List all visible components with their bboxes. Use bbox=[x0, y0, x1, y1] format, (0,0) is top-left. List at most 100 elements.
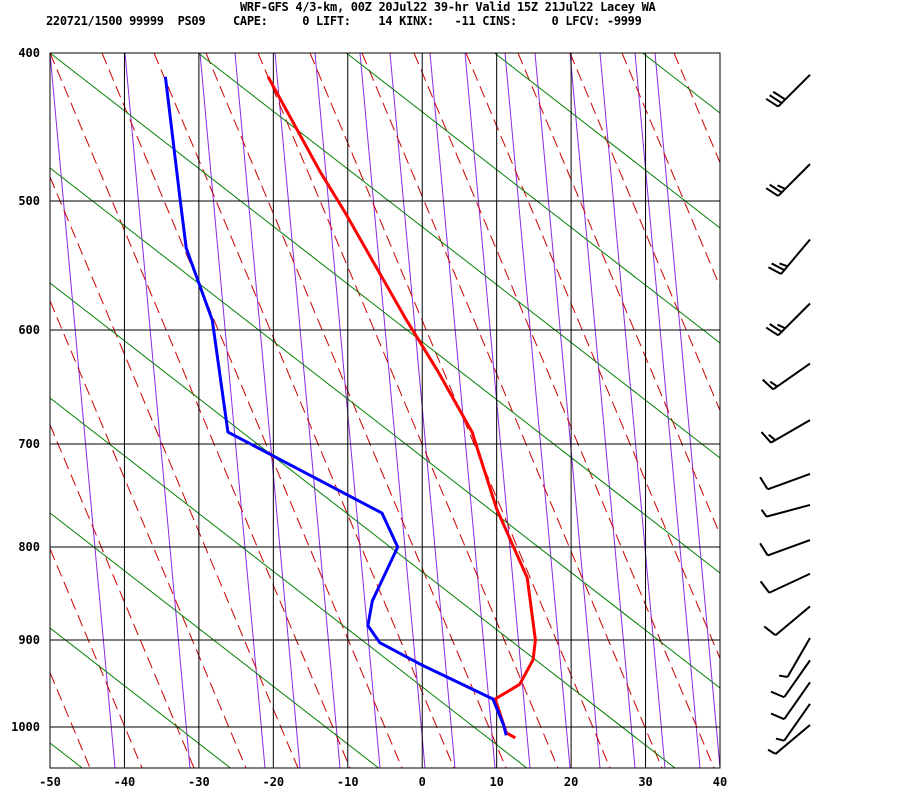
barb-full-feather bbox=[771, 262, 785, 272]
barb-full-feather bbox=[767, 266, 782, 275]
y-tick-label: 800 bbox=[18, 540, 40, 554]
dry-adiabat-line bbox=[49, 742, 83, 769]
dry-adiabat-line bbox=[346, 52, 721, 344]
wind-barb bbox=[765, 163, 811, 197]
barb-half-feather bbox=[775, 737, 785, 742]
wind-barb bbox=[759, 572, 811, 594]
moist-adiabat-line bbox=[205, 52, 507, 769]
barb-half-feather bbox=[778, 674, 788, 678]
moist-adiabat-line bbox=[257, 52, 559, 769]
y-tick-label: 400 bbox=[18, 46, 40, 60]
barb-staff bbox=[777, 302, 811, 337]
moist-adiabat-line bbox=[101, 52, 403, 769]
barb-half-feather bbox=[760, 509, 768, 518]
dry-adiabat-line bbox=[494, 52, 721, 229]
barb-half-feather bbox=[768, 433, 776, 441]
barb-full-feather bbox=[765, 326, 779, 337]
moist-adiabat-line bbox=[673, 52, 721, 163]
mixing-ratio-line bbox=[464, 52, 531, 769]
wind-barb bbox=[770, 681, 811, 721]
dry-adiabat-line bbox=[49, 167, 721, 689]
x-tick-label: 20 bbox=[564, 775, 578, 789]
moist-adiabat-line bbox=[517, 52, 721, 535]
y-tick-label: 600 bbox=[18, 323, 40, 337]
moist-adiabat-line bbox=[49, 52, 351, 769]
barb-half-feather bbox=[779, 262, 788, 268]
wind-barb bbox=[759, 473, 811, 491]
chart-title: WRF-GFS 4/3-km, 00Z 20Jul22 39-hr Valid … bbox=[240, 0, 656, 14]
barb-staff bbox=[766, 504, 811, 518]
wind-barb bbox=[767, 724, 811, 755]
barb-full-feather bbox=[761, 378, 774, 391]
x-tick-label: -40 bbox=[114, 775, 136, 789]
x-tick-label: 40 bbox=[713, 775, 727, 789]
dry-adiabat-line bbox=[49, 627, 231, 769]
barb-half-feather bbox=[777, 184, 786, 190]
wind-barb bbox=[761, 362, 811, 391]
moist-adiabat-line bbox=[49, 548, 143, 769]
x-tick-label: 0 bbox=[419, 775, 426, 789]
barb-staff bbox=[777, 74, 811, 108]
mixing-ratio-line bbox=[234, 52, 301, 769]
wind-barb bbox=[763, 605, 811, 637]
barb-staff bbox=[786, 637, 811, 678]
grid bbox=[49, 52, 721, 769]
moist-adiabat-line bbox=[49, 300, 247, 769]
x-tick-label: -50 bbox=[39, 775, 61, 789]
barb-full-feather bbox=[769, 94, 783, 104]
moist-adiabat-line bbox=[49, 672, 91, 769]
moist-adiabat-line bbox=[49, 176, 299, 769]
moist-adiabat-line bbox=[361, 52, 663, 769]
barb-full-feather bbox=[772, 90, 786, 101]
mixing-ratio-line bbox=[654, 52, 721, 769]
barb-staff bbox=[774, 605, 811, 637]
mixing-ratio-line bbox=[359, 52, 426, 769]
x-tick-label: 30 bbox=[638, 775, 652, 789]
wind-barbs bbox=[759, 74, 811, 755]
y-tick-label: 700 bbox=[18, 437, 40, 451]
wind-barb bbox=[770, 659, 811, 699]
moist-adiabat-line bbox=[49, 424, 195, 769]
barb-staff bbox=[780, 238, 811, 275]
barb-staff bbox=[767, 473, 811, 491]
barb-staff bbox=[768, 572, 811, 594]
barb-staff bbox=[770, 419, 811, 444]
mixing-ratio-line bbox=[124, 52, 191, 769]
wind-barb bbox=[765, 74, 811, 108]
barb-staff bbox=[783, 659, 811, 698]
tick-labels: -50 -40 -30 -20 -10 0 10 20 30 40 400 500 600 700 800 9… bbox=[11, 46, 727, 789]
moist-adiabat-line bbox=[569, 52, 721, 411]
dry-adiabat-line bbox=[197, 52, 721, 459]
background-lines bbox=[49, 52, 721, 769]
barb-full-feather bbox=[763, 625, 777, 637]
dry-adiabat-line bbox=[49, 397, 528, 769]
y-tick-label: 1000 bbox=[11, 720, 40, 734]
barb-full-feather bbox=[765, 97, 779, 108]
wind-barb bbox=[775, 703, 811, 742]
x-tick-label: -30 bbox=[188, 775, 210, 789]
wind-barb bbox=[765, 302, 811, 337]
mixing-ratio-line bbox=[569, 52, 636, 769]
barb-staff bbox=[777, 163, 811, 197]
barb-full-feather bbox=[765, 187, 779, 197]
mixing-ratio-line bbox=[534, 52, 601, 769]
barb-full-feather bbox=[769, 323, 783, 333]
wind-barb bbox=[759, 539, 811, 557]
profiles bbox=[163, 76, 537, 740]
mixing-ratio-line bbox=[429, 52, 496, 769]
sounding-stats: 220721/1500 99999 PS09 CAPE: 0 LIFT: 14 … bbox=[46, 14, 642, 28]
wind-barb bbox=[767, 238, 811, 275]
wind-barb bbox=[760, 504, 811, 518]
barb-full-feather bbox=[759, 476, 769, 490]
barb-full-feather bbox=[760, 431, 772, 444]
moist-adiabat-line bbox=[465, 52, 721, 659]
barb-half-feather bbox=[769, 380, 778, 388]
barb-staff bbox=[783, 703, 811, 742]
mixing-ratio-line bbox=[49, 52, 116, 769]
dewpoint-profile bbox=[163, 76, 508, 736]
dry-adiabat-line bbox=[642, 52, 721, 114]
barb-full-feather bbox=[759, 542, 769, 556]
mixing-ratio-line bbox=[599, 52, 666, 769]
wind-barb bbox=[760, 419, 811, 444]
